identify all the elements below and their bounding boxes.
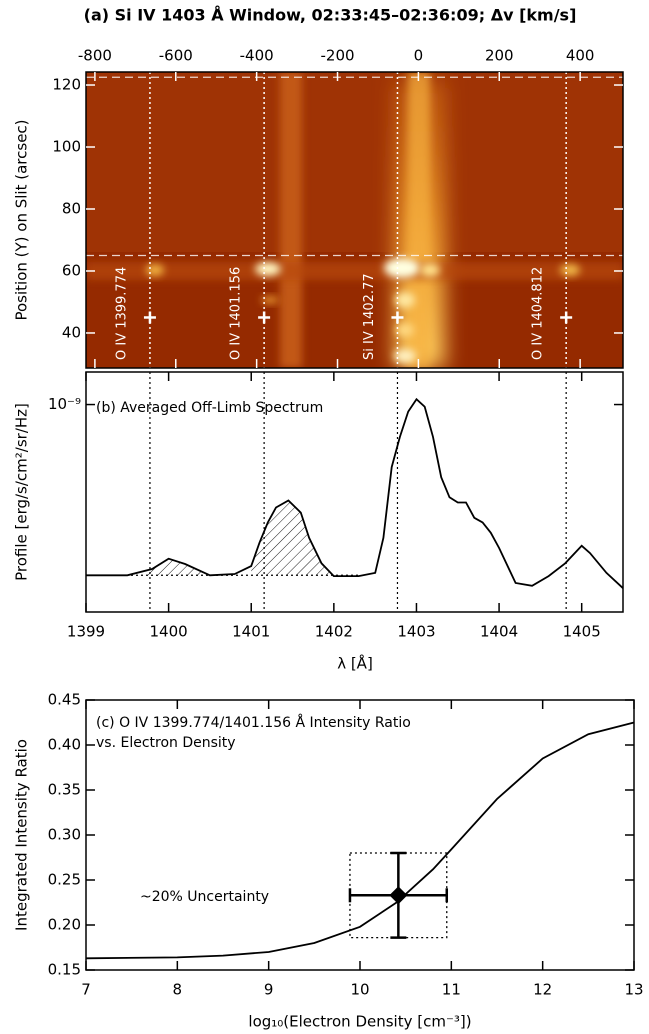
x-tick-label: -200: [320, 47, 354, 65]
line-label: O IV 1404.812: [531, 267, 546, 360]
data-line: [85, 721, 635, 960]
panel-b-xlabel: λ [Å]: [337, 654, 373, 673]
x-tick-label: -600: [159, 47, 193, 65]
x-tick-label: 10: [350, 981, 369, 999]
x-tick-label: 1405: [563, 623, 601, 641]
x-tick-label: 13: [624, 981, 643, 999]
x-tick-label: 0: [414, 47, 424, 65]
x-tick-label: 400: [566, 47, 595, 65]
y-tick-label: 0.40: [48, 736, 81, 754]
x-tick-label: 200: [485, 47, 514, 65]
panel-a-title: (a) Si IV 1403 Å Window, 02:33:45–02:36:…: [84, 6, 577, 25]
panel-c-title: (c) O IV 1399.774/1401.156 Å Intensity R…: [96, 714, 411, 731]
x-tick-label: 11: [442, 981, 461, 999]
x-tick-label: 1402: [315, 623, 353, 641]
panel-a-ylabel: Position (Y) on Slit (arcsec): [13, 119, 31, 320]
x-tick-label: 1404: [480, 623, 518, 641]
hatch-area: [251, 500, 334, 577]
y-tick-label: 0.20: [48, 916, 81, 934]
spectrogram: [86, 72, 623, 368]
y-tick-label: 60: [62, 261, 81, 279]
plot-frame: [85, 71, 624, 369]
y-tick-label: 0.25: [48, 871, 81, 889]
x-tick-label: 1403: [397, 623, 435, 641]
x-tick-label: -400: [240, 47, 274, 65]
y-tick-label: 0.45: [48, 691, 81, 709]
x-tick-label: -800: [78, 47, 112, 65]
annotation: ~20% Uncertainty: [140, 889, 269, 905]
line-label: O IV 1401.156: [229, 267, 244, 360]
x-tick-label: 1401: [232, 623, 270, 641]
line-label: Si IV 1402.77: [362, 273, 377, 360]
y-tick-label: 0.35: [48, 781, 81, 799]
y-tick-label: 10⁻⁹: [48, 395, 81, 413]
y-tick-label: 40: [62, 323, 81, 341]
line-label: O IV 1399.774: [114, 267, 129, 360]
x-tick-label: 1399: [67, 623, 105, 641]
data-point: [389, 886, 408, 905]
data-line: [86, 397, 624, 589]
y-tick-label: 120: [52, 76, 81, 94]
panel-b-ylabel: Profile [erg/s/cm²/sr/Hz]: [13, 403, 31, 581]
x-tick-label: 1400: [150, 623, 188, 641]
panel-c-subtitle: vs. Electron Density: [96, 735, 236, 751]
plot-frame: [85, 371, 624, 613]
y-tick-label: 80: [62, 199, 81, 217]
x-tick-label: 9: [264, 981, 274, 999]
panel-b-title: (b) Averaged Off-Limb Spectrum: [96, 400, 323, 416]
hatch-area: [143, 558, 210, 576]
x-tick-label: 12: [533, 981, 552, 999]
x-tick-label: 7: [81, 981, 91, 999]
y-tick-label: 0.30: [48, 826, 81, 844]
panel-c-xlabel: log₁₀(Electron Density [cm⁻³]): [248, 1013, 471, 1031]
panel-c-ylabel: Integrated Intensity Ratio: [13, 739, 31, 931]
y-tick-label: 0.15: [48, 961, 81, 979]
y-tick-label: 100: [52, 138, 81, 156]
x-tick-label: 8: [173, 981, 183, 999]
